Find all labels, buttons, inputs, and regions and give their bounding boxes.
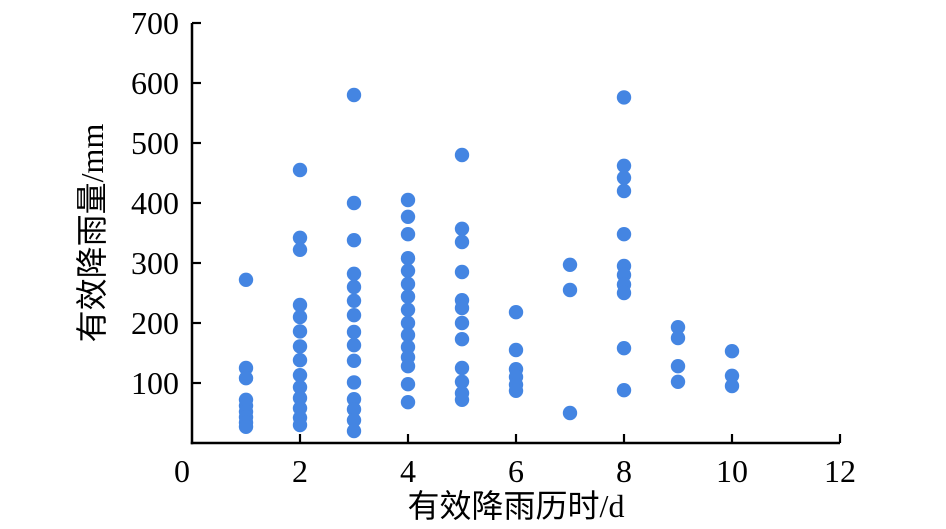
data-point <box>724 344 740 359</box>
data-point <box>346 338 362 353</box>
data-point <box>346 413 362 428</box>
x-tick-label: 8 <box>616 453 632 489</box>
data-point <box>346 353 362 368</box>
data-point <box>346 233 362 248</box>
data-point <box>616 90 632 105</box>
data-point <box>292 162 308 178</box>
data-point <box>400 227 416 242</box>
data-point <box>400 192 416 208</box>
data-point <box>400 209 416 224</box>
x-tick-label: 0 <box>174 453 190 489</box>
data-point <box>562 405 578 421</box>
data-point <box>292 368 308 383</box>
data-point <box>562 257 578 272</box>
data-point <box>454 315 470 331</box>
data-point <box>400 339 416 355</box>
x-tick-label: 6 <box>508 453 524 489</box>
data-point <box>400 395 416 410</box>
data-point <box>400 377 416 392</box>
data-point <box>400 289 416 304</box>
data-point <box>616 341 632 356</box>
data-point <box>616 227 632 242</box>
data-point <box>238 371 254 386</box>
data-point <box>616 383 632 398</box>
data-point <box>346 195 362 211</box>
data-point <box>346 392 362 407</box>
data-point <box>616 285 632 301</box>
data-point <box>400 263 416 278</box>
data-point <box>400 251 416 266</box>
y-tick-label: 600 <box>131 65 179 101</box>
data-point <box>346 375 362 390</box>
y-tick-label: 400 <box>131 185 179 221</box>
data-point <box>346 402 362 417</box>
data-point <box>238 272 254 287</box>
data-point <box>346 324 362 340</box>
data-point <box>400 276 416 292</box>
y-tick-label: 500 <box>131 125 179 161</box>
data-point <box>400 315 416 331</box>
data-point <box>454 360 470 376</box>
data-point <box>724 378 740 394</box>
data-point <box>292 353 308 368</box>
data-point <box>346 293 362 308</box>
data-point <box>616 158 632 173</box>
data-point <box>292 417 308 433</box>
data-point <box>454 234 470 250</box>
data-point <box>292 324 308 339</box>
x-tick-label: 12 <box>824 453 856 489</box>
data-point <box>292 297 308 313</box>
x-axis-title: 有效降雨历时/d <box>408 488 625 524</box>
data-point <box>454 264 470 280</box>
y-tick-label: 200 <box>131 305 179 341</box>
data-point <box>346 423 362 439</box>
data-point <box>400 359 416 374</box>
data-point <box>508 383 524 398</box>
data-point <box>616 170 632 185</box>
data-point <box>454 392 470 407</box>
data-point <box>346 279 362 295</box>
data-point <box>670 330 686 346</box>
data-point <box>346 87 362 103</box>
data-point <box>346 308 362 323</box>
data-point <box>238 360 254 376</box>
y-tick-label: 300 <box>131 245 179 281</box>
data-point <box>292 380 308 395</box>
y-tick-label: 100 <box>131 365 179 401</box>
x-tick-label: 10 <box>716 453 748 489</box>
data-point <box>292 339 308 354</box>
data-point <box>292 390 308 406</box>
data-point <box>400 327 416 343</box>
data-point <box>238 419 254 434</box>
data-point <box>508 305 524 320</box>
data-point <box>670 359 686 374</box>
data-point <box>616 183 632 199</box>
data-point <box>400 302 416 317</box>
y-tick-label: 700 <box>131 5 179 41</box>
data-point <box>292 230 308 245</box>
data-point <box>346 266 362 281</box>
data-point <box>562 282 578 298</box>
data-point <box>454 300 470 316</box>
data-point <box>508 342 524 358</box>
data-point <box>724 368 740 383</box>
x-tick-label: 4 <box>400 453 416 489</box>
y-axis-title: 有效降雨量/mm <box>74 124 110 343</box>
data-point <box>670 374 686 389</box>
data-point <box>454 147 470 163</box>
data-point <box>454 332 470 347</box>
data-point <box>292 309 308 325</box>
data-point <box>454 221 470 236</box>
data-point <box>454 374 470 389</box>
data-point <box>670 320 686 335</box>
x-tick-label: 2 <box>292 453 308 489</box>
data-point <box>292 242 308 257</box>
